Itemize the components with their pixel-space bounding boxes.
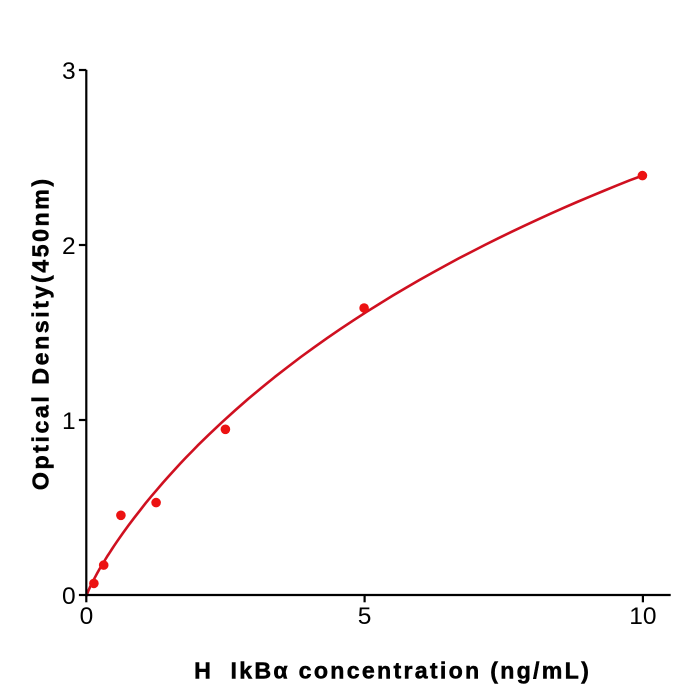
- svg-text:5: 5: [358, 603, 372, 630]
- svg-text:0: 0: [62, 583, 76, 610]
- svg-text:Optical Density(450nm): Optical Density(450nm): [28, 176, 54, 490]
- svg-text:3: 3: [62, 58, 76, 85]
- svg-text:2: 2: [62, 233, 76, 260]
- svg-text:0: 0: [80, 603, 94, 630]
- svg-text:H IkBα concentration (ng/mL): H IkBα concentration (ng/mL): [194, 657, 591, 683]
- svg-text:10: 10: [629, 603, 656, 630]
- svg-text:1: 1: [62, 408, 76, 435]
